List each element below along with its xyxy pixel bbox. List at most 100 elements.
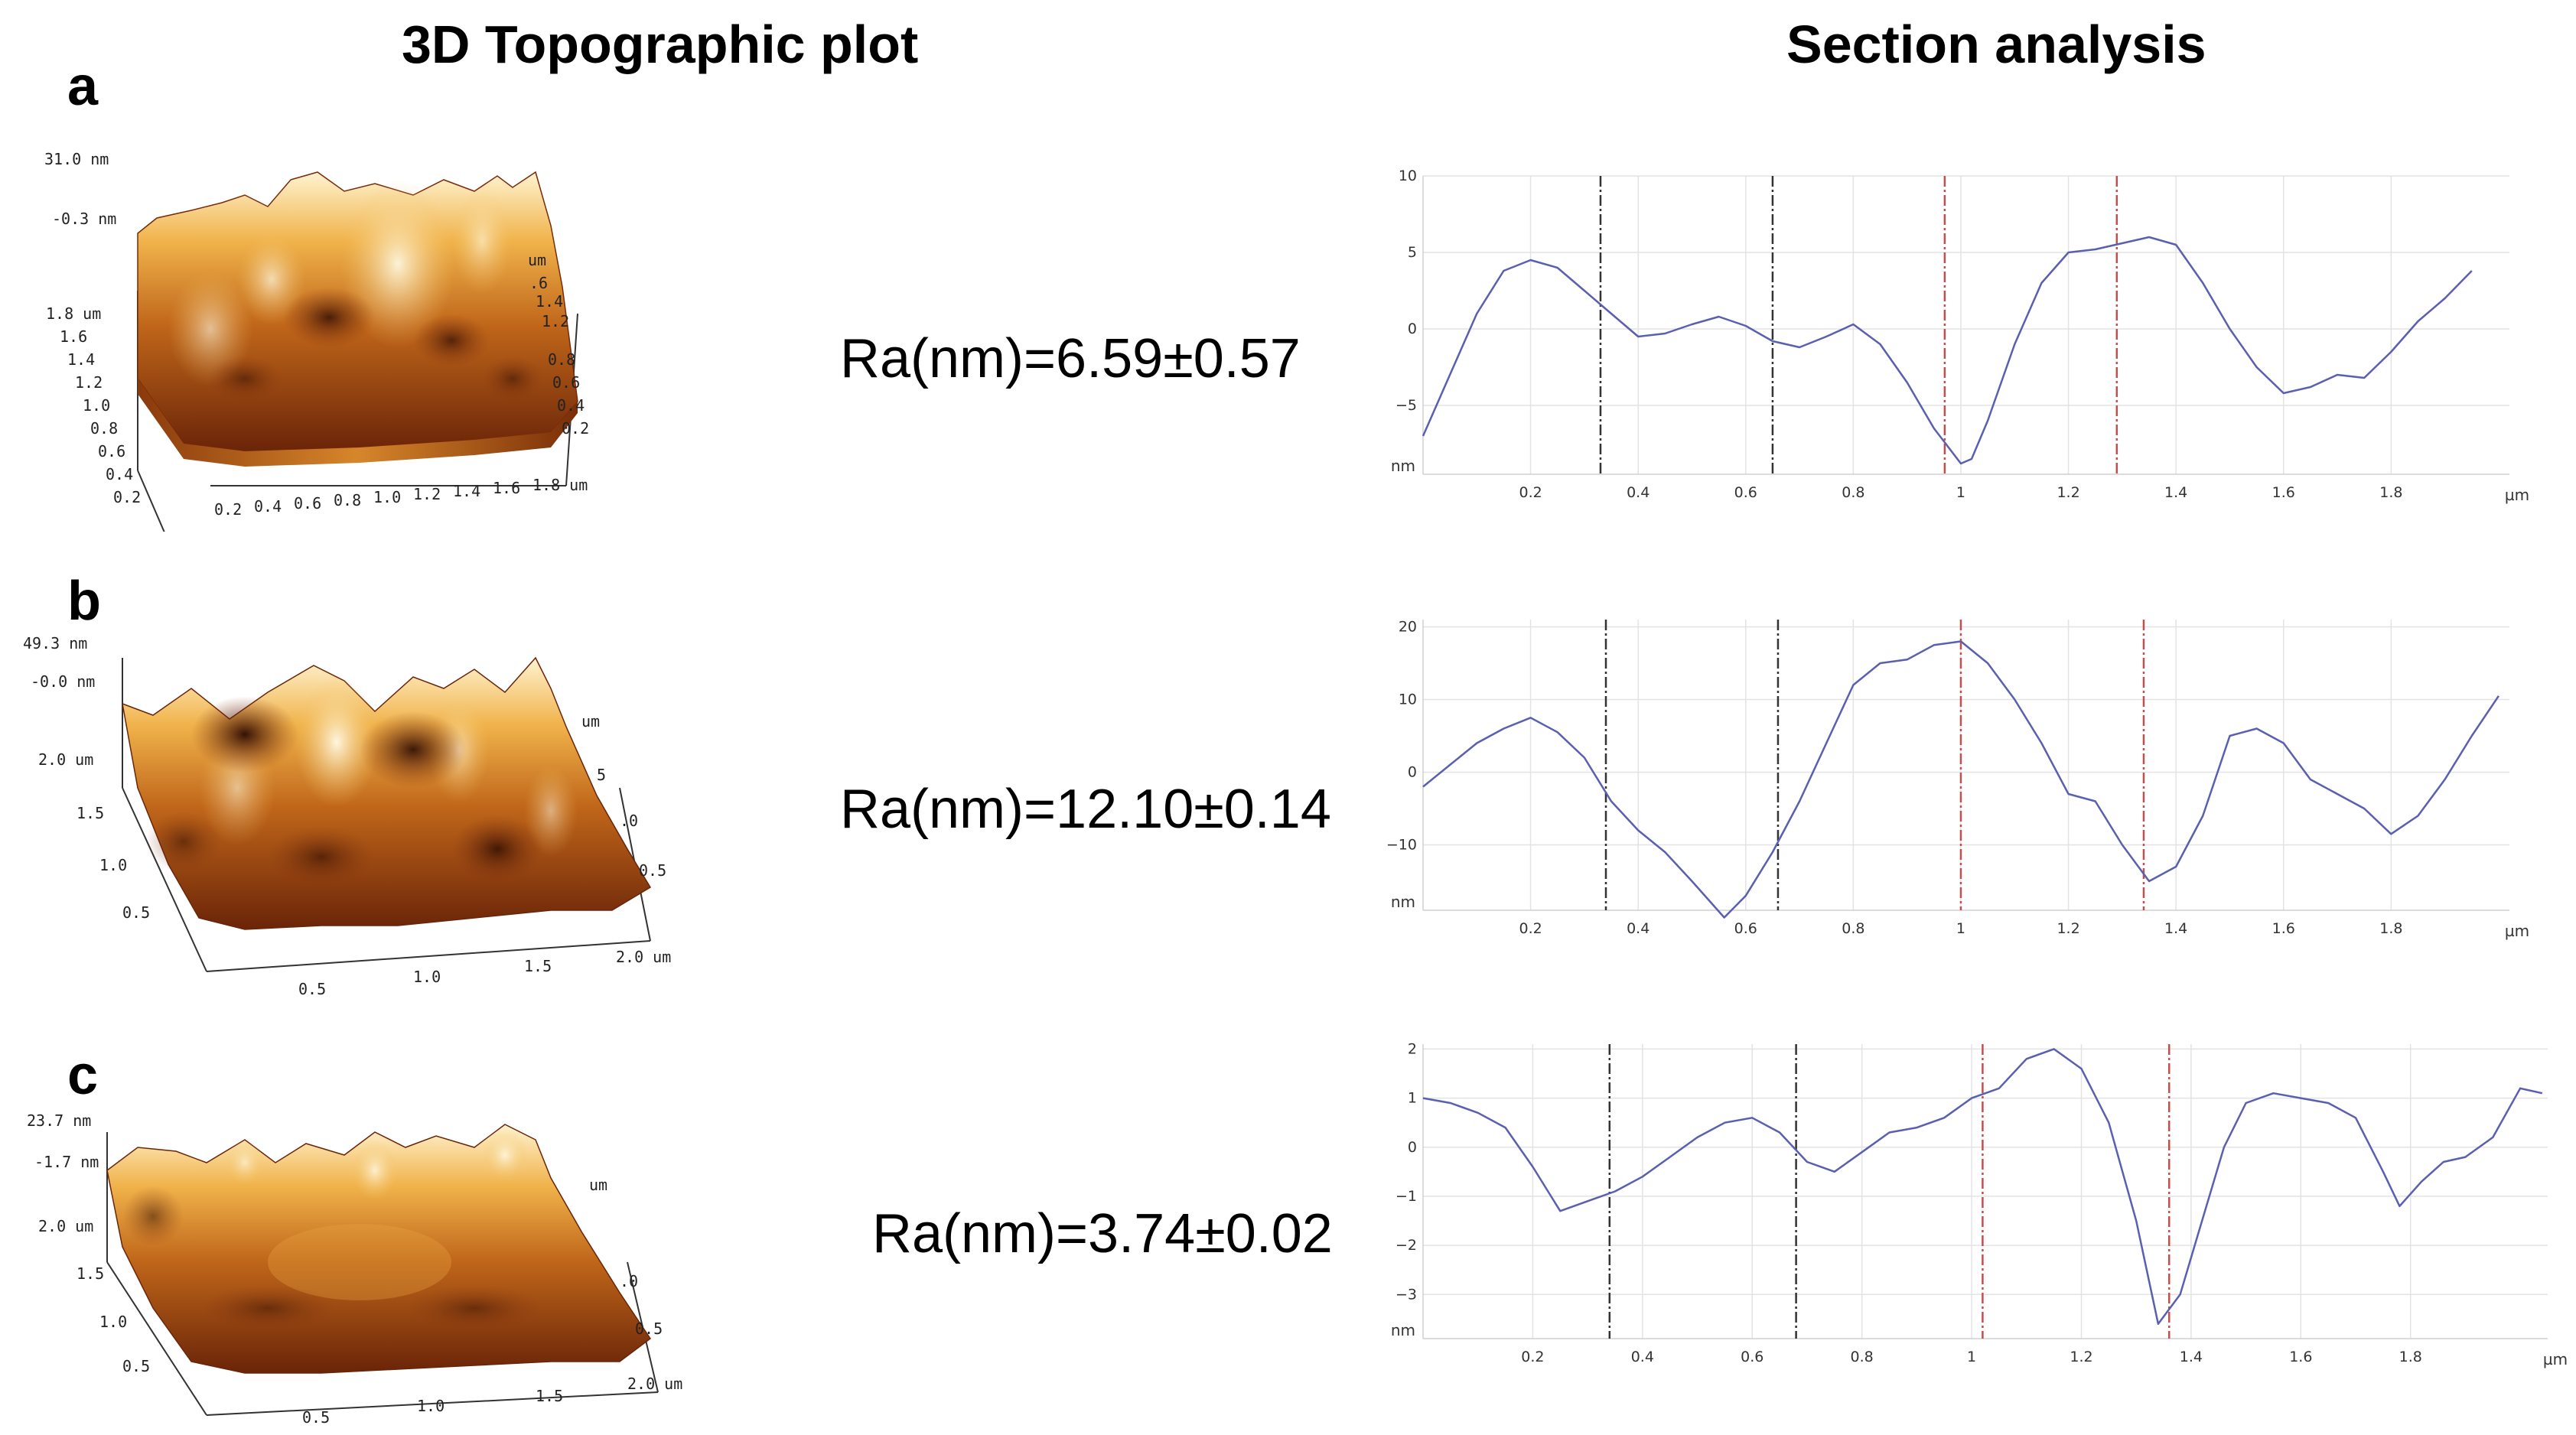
svg-text:2.0 um: 2.0 um [38,750,93,769]
section-heading: Section analysis [1786,15,2206,74]
x-tick-label: 1.4 [2164,920,2187,937]
svg-text:0.6: 0.6 [98,442,125,460]
svg-text:1.8 um: 1.8 um [532,476,588,494]
svg-text:0.5: 0.5 [639,861,666,880]
x-tick-label: 1.2 [2057,920,2079,937]
z-mid-label-a: -0.3 nm [52,210,116,228]
x-tick-label: 0.8 [1851,1349,1874,1365]
y-tick-label: 5 [1408,244,1417,261]
y-tick-label: −1 [1395,1188,1417,1205]
height-profile-line [1422,236,2473,465]
x-tick-label: 1.6 [2272,484,2295,501]
svg-text:.0: .0 [620,812,638,830]
y-unit-label: nm [1391,893,1415,911]
y-tick-label: −5 [1395,397,1417,414]
topographic-plot-c: 23.7 nm -1.7 nm 2.0 um 1.5 1.0 0.5 0.5 1… [15,1109,704,1430]
svg-text:2.0 um: 2.0 um [38,1217,93,1235]
y-tick-label: 2 [1408,1040,1417,1057]
svg-text:1.4: 1.4 [67,350,95,369]
section-chart-c: 0.2 0.4 0.6 0.8 1 1.2 1.4 1.6 1.8 2 1 0 −1 −2 −3 nm µm [1369,1029,2568,1373]
y-tick-label: 10 [1399,168,1417,184]
x-tick-label: 0.4 [1627,484,1649,501]
y-tick-label: 0 [1408,321,1417,337]
svg-text:0.8: 0.8 [548,350,575,369]
svg-text:0.2: 0.2 [214,500,242,519]
y-tick-label: −3 [1395,1286,1417,1303]
topographic-plot-b: 49.3 nm -0.0 nm 2.0 um 1.5 1.0 0.5 0.5 1… [15,635,704,1002]
svg-text:0.5: 0.5 [302,1408,330,1427]
y-tick-label: 0 [1408,1139,1417,1156]
x-tick-label: 0.2 [1521,1349,1544,1365]
svg-text:0.2: 0.2 [562,419,589,438]
x-tick-label: 0.6 [1734,484,1757,501]
svg-text:5: 5 [597,766,606,784]
x-tick-label: 0.6 [1741,1349,1763,1365]
x-unit-label: µm [2505,922,2529,940]
roughness-value-c: Ra(nm)=3.74±0.02 [872,1203,1333,1264]
z-mid-label-b: -0.0 nm [31,672,95,691]
x-tick-label: 1.4 [2164,484,2187,501]
svg-text:1.5: 1.5 [77,804,104,822]
svg-text:0.5: 0.5 [635,1319,663,1338]
x-tick-label: 1 [1967,1349,1976,1365]
x-tick-label: 0.4 [1627,920,1649,937]
left-axis-labels-c: 2.0 um 1.5 1.0 0.5 [38,1217,150,1375]
x-tick-label: 1.2 [2070,1349,2092,1365]
svg-text:1.2: 1.2 [542,312,569,330]
bottom-axis-labels-c: 0.5 1.0 1.5 2.0 um [302,1375,682,1427]
x-tick-label: 1.2 [2057,484,2079,501]
svg-text:0.8: 0.8 [334,491,361,509]
x-tick-label: 1.8 [2379,920,2402,937]
y-tick-label: 1 [1408,1090,1417,1107]
left-axis-labels-a: 1.8 um 1.6 1.4 1.2 1.0 0.8 0.6 0.4 0.2 [46,304,141,506]
svg-text:2.0 um: 2.0 um [616,948,671,966]
x-tick-label: 1.6 [2272,920,2295,937]
y-unit-label: nm [1391,1321,1415,1339]
svg-text:um: um [589,1176,607,1194]
roughness-value-b: Ra(nm)=12.10±0.14 [840,779,1331,840]
z-max-label-a: 31.0 nm [44,150,109,168]
x-tick-label: 0.8 [1842,920,1864,937]
svg-text:0.8: 0.8 [90,419,118,438]
svg-text:1.0: 1.0 [99,856,127,874]
svg-text:1.2: 1.2 [413,485,441,503]
right-axis-labels-b: um 5 .0 0.5 [581,712,666,880]
svg-text:0.4: 0.4 [557,396,585,415]
svg-text:1.6: 1.6 [493,479,520,497]
right-axis-labels-a: um .6 1.4 1.2 0.8 0.6 0.4 0.2 [528,251,589,438]
z-mid-label-c: -1.7 nm [34,1153,99,1171]
bottom-axis-labels-a: 0.2 0.4 0.6 0.8 1.0 1.2 1.4 1.6 1.8 um [214,476,588,519]
svg-text:1.5: 1.5 [536,1387,563,1405]
x-tick-label: 1 [1956,920,1965,937]
svg-text:1.6: 1.6 [60,327,87,346]
section-chart-b: 0.2 0.4 0.6 0.8 1 1.2 1.4 1.6 1.8 20 10 0 −10 nm µm [1369,604,2563,956]
x-tick-label: 0.6 [1734,920,1757,937]
svg-text:.6: .6 [529,274,548,292]
x-unit-label: µm [2543,1350,2568,1368]
svg-text:2.0 um: 2.0 um [627,1375,682,1393]
svg-text:1.4: 1.4 [536,292,563,311]
x-tick-label: 1.8 [2379,484,2402,501]
x-tick-label: 0.2 [1519,484,1542,501]
y-tick-label: −10 [1386,837,1417,854]
section-chart-a: 0.2 0.4 0.6 0.8 1 1.2 1.4 1.6 1.8 10 5 0 −5 nm µm [1369,153,2563,520]
topographic-plot-a: 31.0 nm -0.3 nm 1.8 um 1.6 1.4 1.2 1.0 0… [15,149,704,532]
svg-text:0.2: 0.2 [113,488,141,506]
svg-text:1.0: 1.0 [417,1397,445,1415]
x-unit-label: µm [2505,486,2529,504]
svg-text:1.0: 1.0 [99,1313,127,1331]
panel-letter-c: c [67,1045,99,1106]
svg-text:.0: .0 [620,1272,638,1290]
y-tick-label: 20 [1399,619,1417,636]
roughness-value-a: Ra(nm)=6.59±0.57 [840,328,1301,389]
svg-text:1.5: 1.5 [77,1264,104,1283]
y-tick-label: −2 [1395,1237,1417,1254]
svg-text:0.4: 0.4 [254,497,282,516]
left-axis-labels-b: 2.0 um 1.5 1.0 0.5 [38,750,150,922]
svg-text:1.8 um: 1.8 um [46,304,101,323]
svg-text:um: um [581,712,600,731]
x-tick-label: 1.4 [2180,1349,2203,1365]
svg-text:1.0: 1.0 [83,396,110,415]
bottom-axis-labels-b: 0.5 1.0 1.5 2.0 um [298,948,671,998]
y-unit-label: nm [1391,457,1415,475]
